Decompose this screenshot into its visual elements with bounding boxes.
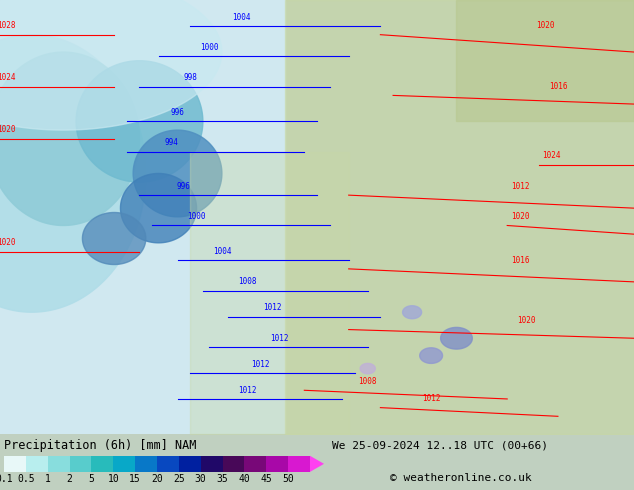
Polygon shape (420, 348, 443, 364)
Bar (288, 456, 310, 472)
Text: 45: 45 (261, 474, 272, 484)
Text: 1004: 1004 (212, 247, 231, 256)
Text: 25: 25 (173, 474, 184, 484)
Text: 0.1: 0.1 (0, 474, 13, 484)
Bar (245, 456, 266, 472)
Text: 1000: 1000 (187, 212, 206, 221)
Polygon shape (310, 456, 324, 472)
Polygon shape (0, 0, 285, 434)
Text: 30: 30 (195, 474, 207, 484)
Text: We 25-09-2024 12..18 UTC (00+66): We 25-09-2024 12..18 UTC (00+66) (332, 441, 548, 451)
Text: 1012: 1012 (269, 334, 288, 343)
Text: 1020: 1020 (0, 125, 16, 134)
Text: 1012: 1012 (510, 182, 529, 191)
Text: 35: 35 (217, 474, 228, 484)
Text: 0.5: 0.5 (17, 474, 35, 484)
Text: 1012: 1012 (422, 394, 441, 403)
Polygon shape (441, 327, 472, 349)
Text: 1028: 1028 (0, 22, 16, 30)
Text: 2: 2 (67, 474, 72, 484)
Bar (135, 456, 157, 472)
Text: 1016: 1016 (510, 255, 529, 265)
Bar (70, 456, 91, 472)
Text: 50: 50 (282, 474, 294, 484)
Bar (223, 456, 245, 472)
Polygon shape (76, 61, 203, 182)
Text: 40: 40 (238, 474, 250, 484)
Text: 1012: 1012 (263, 303, 282, 312)
Text: 998: 998 (183, 74, 197, 82)
Text: 1: 1 (45, 474, 51, 484)
Text: 1012: 1012 (238, 386, 257, 394)
Text: Precipitation (6h) [mm] NAM: Precipitation (6h) [mm] NAM (4, 439, 197, 452)
Text: 1024: 1024 (0, 74, 16, 82)
Bar (201, 456, 223, 472)
Text: 5: 5 (89, 474, 94, 484)
Text: 1024: 1024 (542, 151, 561, 160)
Text: 1012: 1012 (250, 360, 269, 368)
Text: 1008: 1008 (238, 277, 257, 286)
Text: 1020: 1020 (517, 316, 536, 325)
Text: 994: 994 (164, 139, 178, 147)
Polygon shape (133, 130, 222, 217)
Text: 996: 996 (177, 182, 191, 191)
Polygon shape (120, 173, 197, 243)
Polygon shape (403, 306, 422, 318)
Polygon shape (0, 0, 222, 130)
Text: 996: 996 (171, 108, 184, 117)
Bar (48, 456, 70, 472)
Text: 1020: 1020 (510, 212, 529, 221)
Text: 10: 10 (107, 474, 119, 484)
Text: © weatheronline.co.uk: © weatheronline.co.uk (390, 473, 532, 483)
Bar (4, 456, 26, 472)
Text: 1020: 1020 (536, 22, 555, 30)
Polygon shape (456, 0, 634, 122)
Text: 1016: 1016 (548, 82, 567, 91)
Polygon shape (82, 213, 146, 265)
Bar (26, 456, 48, 472)
Text: 20: 20 (151, 474, 163, 484)
Text: 1000: 1000 (200, 43, 219, 52)
Bar (266, 456, 288, 472)
Bar (113, 456, 135, 472)
Text: 1008: 1008 (358, 377, 377, 386)
Bar (179, 456, 201, 472)
Text: 1020: 1020 (0, 238, 16, 247)
Polygon shape (0, 52, 139, 225)
Text: 15: 15 (129, 474, 141, 484)
Polygon shape (0, 35, 146, 312)
Text: 1004: 1004 (231, 13, 250, 22)
Bar (91, 456, 113, 472)
Bar (157, 456, 179, 472)
Polygon shape (360, 364, 375, 374)
